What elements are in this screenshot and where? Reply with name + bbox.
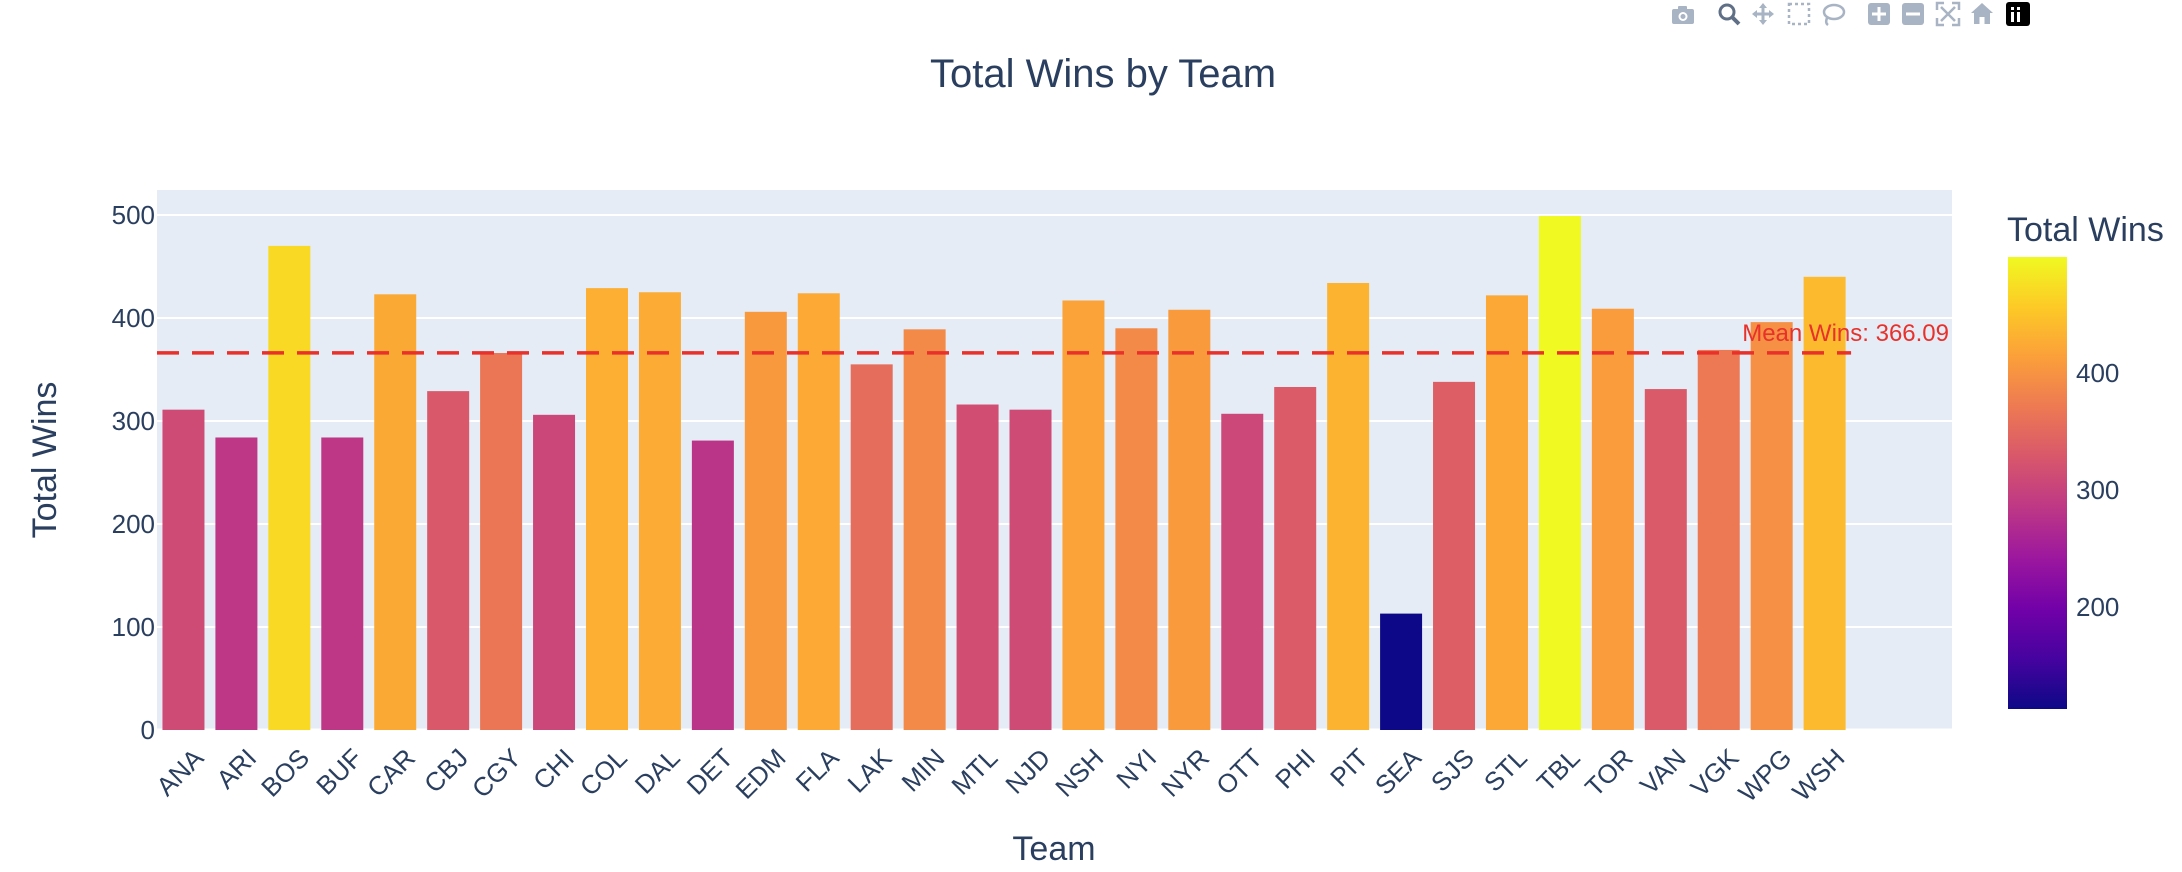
x-tick-label: SEA: [1369, 742, 1427, 800]
bar-fla[interactable]: [797, 293, 840, 730]
bar-nyr[interactable]: [1168, 309, 1211, 730]
bar-tor[interactable]: [1591, 308, 1634, 730]
bar-sea[interactable]: [1380, 613, 1423, 730]
y-tick-label: 500: [112, 200, 155, 230]
bar-vgk[interactable]: [1697, 349, 1740, 730]
x-tick-label: BOS: [255, 743, 315, 803]
mean-line-label: Mean Wins: 366.09: [1742, 320, 1949, 347]
x-tick-label: CBJ: [418, 743, 474, 799]
x-tick-label: NYR: [1155, 743, 1215, 803]
colorbar: [2008, 257, 2067, 709]
bar-det[interactable]: [691, 440, 734, 730]
zoom-out-icon[interactable]: [1902, 3, 1924, 25]
x-tick-label: MTL: [945, 743, 1003, 801]
colorbar-tick-label: 400: [2076, 358, 2119, 388]
pan-icon[interactable]: [1752, 3, 1774, 25]
x-tick-label: WSH: [1786, 743, 1850, 807]
bar-ana[interactable]: [162, 409, 205, 730]
colorbar-title: Total Wins: [2007, 211, 2164, 249]
plotly-logo-icon[interactable]: [2006, 2, 2030, 26]
x-tick-label: NSH: [1049, 743, 1109, 803]
y-tick-label: 300: [112, 406, 155, 436]
home-icon[interactable]: [1971, 3, 1993, 24]
x-tick-label: TOR: [1579, 743, 1639, 803]
x-tick-label: ANA: [150, 742, 209, 801]
x-tick-label: CGY: [466, 743, 527, 804]
bar-cbj[interactable]: [427, 391, 470, 730]
bar-tbl[interactable]: [1538, 216, 1581, 730]
bar-nsh[interactable]: [1062, 300, 1105, 730]
x-tick-label: MIN: [896, 743, 951, 798]
x-tick-label: DAL: [629, 743, 686, 800]
bar-min[interactable]: [903, 329, 946, 730]
colorbar-tick-label: 200: [2076, 592, 2119, 622]
x-tick-label: PIT: [1324, 743, 1374, 793]
bar-car[interactable]: [374, 294, 417, 730]
bar-phi[interactable]: [1274, 387, 1317, 730]
chart-title: Total Wins by Team: [930, 52, 1276, 96]
bar-stl[interactable]: [1485, 295, 1528, 730]
bars: [162, 216, 1846, 730]
x-tick-label: EDM: [730, 743, 792, 805]
bar-mtl[interactable]: [956, 404, 999, 730]
lasso-icon[interactable]: [1822, 3, 1846, 27]
bar-buf[interactable]: [321, 437, 364, 730]
bar-edm[interactable]: [744, 311, 787, 730]
bar-lak[interactable]: [850, 364, 893, 730]
x-tick-label: DET: [681, 743, 739, 801]
x-tick-label: OTT: [1210, 743, 1268, 801]
box-select-icon[interactable]: [1787, 2, 1811, 26]
x-tick-label: SJS: [1425, 743, 1480, 798]
bar-ott[interactable]: [1221, 413, 1264, 730]
bar-bos[interactable]: [268, 245, 311, 730]
y-axis-ticks: 0 100 200 300 400 500: [112, 200, 155, 745]
x-tick-label: FLA: [790, 742, 845, 797]
bar-dal[interactable]: [638, 292, 681, 730]
y-tick-label: 400: [112, 303, 155, 333]
zoom-icon[interactable]: [1718, 3, 1741, 26]
x-axis-title: Team: [1012, 830, 1095, 868]
x-tick-label: LAK: [842, 742, 898, 798]
bar-njd[interactable]: [1009, 409, 1052, 730]
colorbar-tick-label: 300: [2076, 475, 2119, 505]
modebar: [1672, 1, 2030, 27]
x-tick-label: CHI: [527, 743, 580, 796]
x-tick-label: PHI: [1269, 743, 1321, 795]
x-tick-label: ARI: [210, 743, 262, 795]
x-tick-label: NJD: [999, 743, 1056, 800]
y-tick-label: 200: [112, 509, 155, 539]
x-tick-label: COL: [574, 743, 633, 802]
y-tick-label: 100: [112, 612, 155, 642]
bar-col[interactable]: [585, 288, 628, 730]
camera-icon[interactable]: [1672, 6, 1694, 24]
x-tick-label: TBL: [1531, 743, 1586, 798]
bar-wpg[interactable]: [1750, 322, 1793, 730]
y-tick-label: 0: [141, 715, 155, 745]
bar-chi[interactable]: [533, 414, 576, 730]
bar-van[interactable]: [1644, 389, 1687, 730]
y-axis-title: Total Wins: [26, 382, 64, 539]
x-tick-label: NYI: [1110, 743, 1162, 795]
zoom-in-icon[interactable]: [1868, 3, 1890, 25]
bar-ari[interactable]: [215, 437, 258, 730]
autoscale-icon[interactable]: [1935, 1, 1961, 27]
x-tick-label: BUF: [310, 743, 368, 801]
x-tick-label: VGK: [1685, 742, 1746, 803]
bar-cgy[interactable]: [480, 353, 523, 730]
x-tick-label: CAR: [361, 743, 421, 803]
bar-sjs[interactable]: [1433, 381, 1476, 730]
x-tick-label: STL: [1478, 743, 1533, 798]
bar-pit[interactable]: [1327, 282, 1370, 730]
bar-nyi[interactable]: [1115, 328, 1158, 730]
x-tick-label: VAN: [1634, 743, 1692, 801]
colorbar-ticks: 200 300 400: [2076, 358, 2119, 622]
x-tick-label: WPG: [1732, 743, 1797, 808]
